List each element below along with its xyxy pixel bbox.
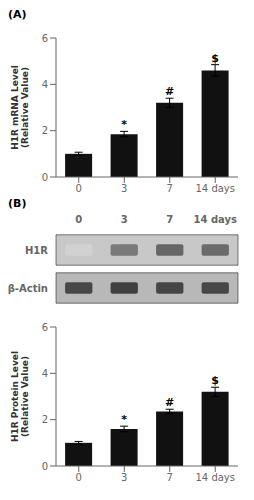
svg-text:#: #	[165, 396, 174, 409]
svg-text:H1R: H1R	[25, 245, 48, 256]
svg-text:14 days: 14 days	[195, 183, 235, 194]
svg-text:14 days: 14 days	[195, 472, 235, 483]
svg-text:2: 2	[42, 125, 48, 136]
svg-text:#: #	[165, 85, 174, 98]
svg-text:β-Actin: β-Actin	[8, 283, 48, 294]
svg-text:3: 3	[121, 183, 127, 194]
svg-text:6: 6	[42, 33, 48, 44]
svg-text:3: 3	[121, 214, 128, 225]
svg-text:0: 0	[42, 461, 48, 472]
html-text:(B): (B)	[8, 197, 27, 210]
svg-text:4: 4	[42, 368, 48, 379]
svg-text:7: 7	[167, 472, 173, 483]
svg-text:$: $	[211, 374, 219, 387]
svg-text:3: 3	[121, 472, 127, 483]
svg-text:14 days: 14 days	[194, 214, 238, 225]
svg-text:H1R Protein Level(Relative Val: H1R Protein Level(Relative Value)	[10, 351, 30, 442]
svg-text:$: $	[211, 52, 219, 65]
svg-text:2: 2	[42, 414, 48, 425]
html-text:(A): (A)	[8, 8, 27, 21]
svg-text:0: 0	[76, 472, 82, 483]
svg-text:7: 7	[167, 183, 173, 194]
svg-text:0: 0	[42, 172, 48, 183]
svg-text:6: 6	[42, 322, 48, 333]
svg-text:0: 0	[76, 183, 82, 194]
svg-text:*: *	[121, 118, 127, 131]
svg-text:0: 0	[75, 214, 82, 225]
svg-text:4: 4	[42, 79, 48, 90]
svg-text:H1R mRNA Level(Relative Value): H1R mRNA Level(Relative Value)	[10, 65, 30, 150]
svg-text:*: *	[121, 413, 127, 426]
svg-text:7: 7	[166, 214, 173, 225]
